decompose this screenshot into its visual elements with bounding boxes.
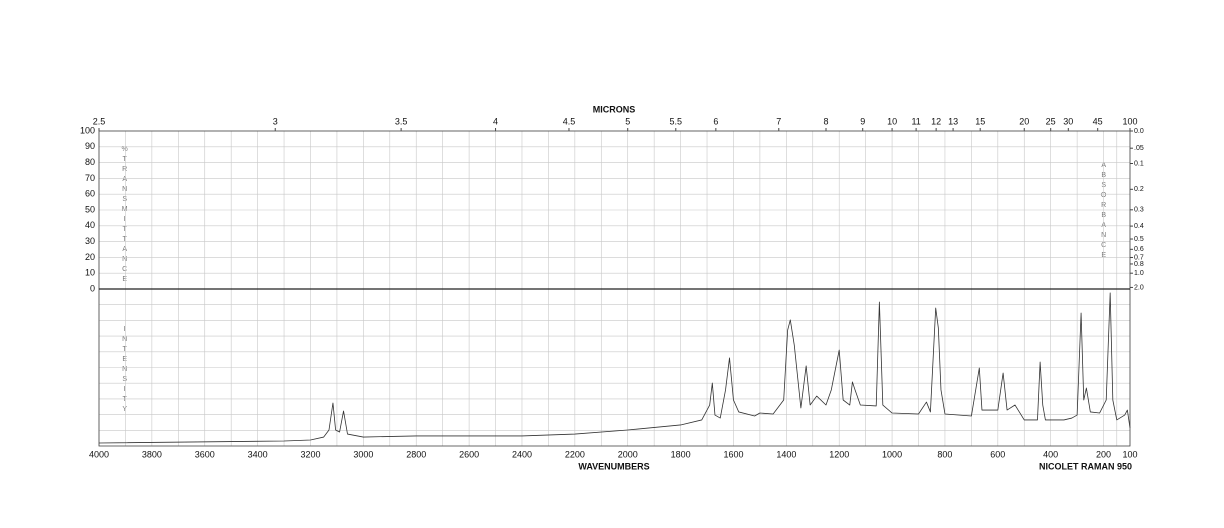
micron-axis-title: MICRONS <box>593 104 636 114</box>
y2-tick-label: 0.6 <box>1134 246 1144 253</box>
micron-tick-label: 8 <box>823 116 828 126</box>
micron-tick-label: 30 <box>1063 116 1073 126</box>
x-tick-label: 3600 <box>195 449 215 459</box>
micron-tick-label: 13 <box>948 116 958 126</box>
micron-tick-label: 25 <box>1046 116 1056 126</box>
x-tick-label: 4000 <box>89 449 109 459</box>
micron-tick-label: 4.5 <box>563 116 576 126</box>
x-tick-label: 1600 <box>723 449 743 459</box>
micron-tick-label: 6 <box>713 116 718 126</box>
micron-tick-label: 11 <box>911 116 920 126</box>
micron-tick-label: 3.5 <box>395 116 408 126</box>
micron-tick-label: 20 <box>1019 116 1029 126</box>
micron-tick-label: 12 <box>931 116 941 126</box>
micron-tick-label: 15 <box>975 116 985 126</box>
micron-tick-label: 100 <box>1122 116 1137 126</box>
micron-tick-label: 3 <box>273 116 278 126</box>
y-tick-label: 100 <box>80 125 95 135</box>
x-tick-label: 3400 <box>248 449 268 459</box>
y-tick-label: 70 <box>85 173 95 183</box>
x-tick-label: 2600 <box>459 449 479 459</box>
micron-tick-label: 7 <box>776 116 781 126</box>
y2-tick-label: 0.1 <box>1134 160 1144 167</box>
y-tick-label: 60 <box>85 189 95 199</box>
x-tick-label: 1400 <box>776 449 796 459</box>
x-tick-label: 2000 <box>618 449 638 459</box>
x-tick-label: 3000 <box>353 449 373 459</box>
x-tick-label: 2200 <box>565 449 585 459</box>
y-tick-label: 30 <box>85 236 95 246</box>
y2-tick-label: 0.5 <box>1134 236 1144 243</box>
x-tick-label: 1000 <box>882 449 902 459</box>
x-tick-label: 2400 <box>512 449 532 459</box>
y2-tick-label: 0.7 <box>1134 254 1144 261</box>
intensity-axis-title: INTENSITY <box>121 326 128 416</box>
x-tick-label: 2800 <box>406 449 426 459</box>
x-tick-label: 100 <box>1122 449 1137 459</box>
y-tick-label: 0 <box>90 283 95 293</box>
micron-tick-label: 10 <box>887 116 897 126</box>
x-tick-label: 1800 <box>671 449 691 459</box>
micron-tick-label: 5 <box>625 116 630 126</box>
y-tick-label: 40 <box>85 220 95 230</box>
y2-tick-label: 0.4 <box>1134 223 1144 230</box>
x-tick-label: 400 <box>1043 449 1058 459</box>
y-tick-label: 20 <box>85 252 95 262</box>
micron-tick-label: 4 <box>493 116 498 126</box>
x-tick-label: 3800 <box>142 449 162 459</box>
x-tick-label: 800 <box>937 449 952 459</box>
micron-tick-label: 9 <box>860 116 865 126</box>
micron-tick-label: 5.5 <box>670 116 683 126</box>
spectrum-line <box>98 292 1131 444</box>
x-axis-title: WAVENUMBERS <box>578 461 649 471</box>
x-tick-label: 3200 <box>300 449 320 459</box>
y-axis-title: %TRANSMITTANCE <box>121 146 128 286</box>
y-tick-label: 90 <box>85 141 95 151</box>
y2-tick-label: 0.8 <box>1134 261 1144 268</box>
y2-tick-label: 0.2 <box>1134 186 1144 193</box>
micron-tick-label: 45 <box>1093 116 1103 126</box>
y-tick-label: 10 <box>85 268 95 278</box>
y2-tick-label: 2.0 <box>1134 284 1144 291</box>
instrument-label: NICOLET RAMAN 950 <box>1039 461 1132 471</box>
y2-tick-label: 0.0 <box>1134 128 1144 135</box>
y2-tick-label: 0.3 <box>1134 207 1144 214</box>
x-tick-label: 1200 <box>829 449 849 459</box>
x-tick-label: 200 <box>1096 449 1111 459</box>
y2-tick-label: 1.0 <box>1134 270 1144 277</box>
x-tick-label: 600 <box>990 449 1005 459</box>
y-tick-label: 80 <box>85 157 95 167</box>
micron-tick-label: 2.5 <box>93 116 106 126</box>
y2-tick-label: .05 <box>1134 145 1144 152</box>
y-tick-label: 50 <box>85 204 95 214</box>
